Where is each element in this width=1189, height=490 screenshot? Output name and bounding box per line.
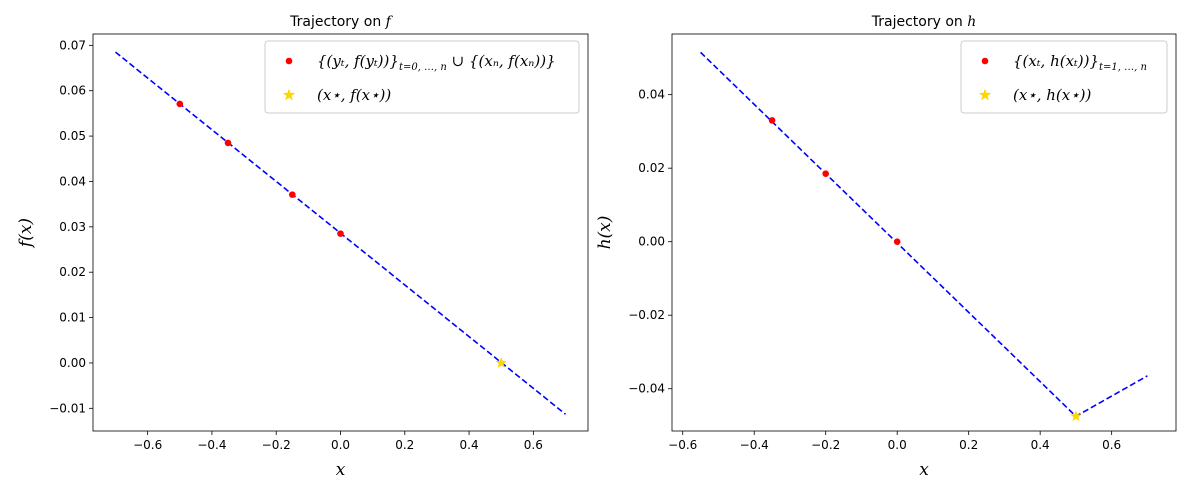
x-tick-label: 0.2	[959, 438, 978, 452]
y-tick-label: 0.04	[638, 88, 665, 102]
chart-title: Trajectory on f	[289, 14, 393, 30]
x-tick-label: −0.4	[740, 438, 769, 452]
legend-box	[960, 40, 1168, 114]
x-tick-label: 0.4	[460, 438, 479, 452]
legend: {(xₜ, h(xₜ))}t=1, …, n(x⋆, h(x⋆))	[960, 40, 1168, 114]
optimum-star	[495, 356, 507, 368]
y-tick-label: 0.01	[59, 311, 86, 325]
y-axis-label: h(x)	[595, 216, 615, 250]
x-tick-label: −0.6	[668, 438, 697, 452]
data-point	[768, 117, 776, 124]
y-tick-label: 0.07	[59, 38, 86, 52]
data-point	[176, 100, 184, 108]
plot-frame	[671, 33, 1177, 432]
legend-star	[978, 88, 992, 101]
x-tick-label: −0.4	[197, 438, 226, 452]
legend-label: {(yₜ, f(yₜ))}t=0, …, n ∪ {(xₙ, f(xₙ))}	[317, 52, 556, 73]
legend-dot	[285, 57, 293, 65]
y-tick-label: 0.04	[59, 174, 86, 188]
data-point	[822, 170, 830, 177]
chart-2: −0.6 −0.4 −0.2 0.0 0.2 0.4 0.6 −0.04 −0.02 0.00 0.…	[595, 14, 1177, 480]
legend-star	[282, 88, 296, 101]
x-tick-label: −0.2	[262, 438, 291, 452]
legend-dot	[981, 57, 989, 65]
legend: {(yₜ, f(yₜ))}t=0, …, n ∪ {(xₙ, f(xₙ))} (x…	[264, 40, 580, 114]
x-axis-label: x	[336, 460, 346, 480]
data-point	[288, 191, 296, 198]
x-tick-label: 0.0	[888, 438, 907, 452]
legend-label: (x⋆, f(x⋆))	[317, 86, 391, 104]
chart-title: Trajectory on h	[871, 14, 977, 30]
legend-box	[264, 40, 580, 114]
data-point	[893, 238, 901, 245]
y-tick-label: 0.05	[59, 129, 86, 143]
y-tick-label: 0.03	[59, 220, 86, 234]
y-tick-label: 0.00	[638, 235, 665, 249]
x-tick-label: 0.6	[1102, 438, 1121, 452]
y-tick-label: 0.00	[59, 356, 86, 370]
x-tick-label: 0.4	[1031, 438, 1050, 452]
chart-1: −0.6 −0.4 −0.2 0.0 0.2 0.4 0.6 −0.01 0.00 0.01 0.0…	[16, 14, 589, 480]
x-tick-label: 0.2	[395, 438, 414, 452]
data-point	[337, 230, 344, 237]
y-tick-label: −0.01	[49, 401, 86, 415]
x-axis-label: x	[919, 460, 929, 480]
x-tick-label: 0.6	[524, 438, 543, 452]
y-tick-label: 0.02	[638, 161, 665, 175]
y-tick-label: 0.06	[59, 84, 86, 98]
y-tick-label: −0.02	[628, 308, 665, 322]
optimum-star	[1070, 410, 1082, 422]
x-tick-label: −0.6	[133, 438, 162, 452]
y-tick-label: 0.02	[59, 265, 86, 279]
x-tick-label: 0.0	[331, 438, 350, 452]
legend-label: (x⋆, h(x⋆))	[1013, 86, 1091, 104]
y-axis-label: f(x)	[16, 218, 36, 249]
data-point	[224, 139, 232, 147]
y-tick-label: −0.04	[628, 382, 665, 396]
x-tick-label: −0.2	[811, 438, 840, 452]
